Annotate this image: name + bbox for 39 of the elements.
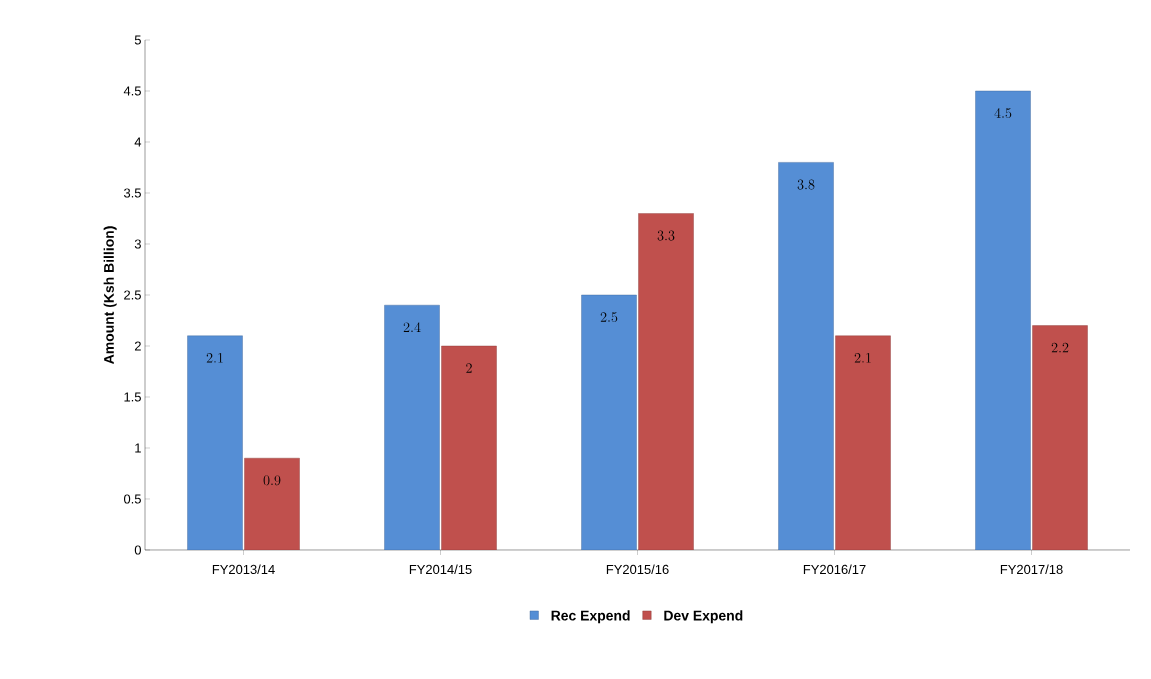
- y-tick-label: 2: [134, 341, 141, 351]
- bar: [975, 90, 1031, 550]
- x-tick-label: FY2017/18: [1000, 564, 1063, 575]
- y-tick-label: 1: [135, 443, 141, 453]
- bar: [244, 457, 300, 550]
- y-tick-label: 0: [134, 545, 141, 555]
- y-tick-label: 5: [134, 35, 141, 45]
- x-tick-label: FY2015/16: [606, 564, 669, 575]
- bar: [441, 345, 497, 550]
- x-tick-label: FY2016/17: [803, 564, 866, 575]
- legend-label: Rec Expend: [551, 610, 630, 624]
- y-tick-label: 4: [134, 137, 142, 147]
- y-tick-label: 1.5: [124, 392, 141, 402]
- data-label: 2: [466, 363, 472, 373]
- bar: [638, 213, 694, 550]
- data-label: 2. 1: [854, 353, 871, 363]
- y-tick-label: 3: [134, 239, 141, 249]
- data-label: 3.3: [657, 230, 675, 241]
- data-label: 0.9: [263, 475, 281, 486]
- y-tick-label: 0.5: [123, 494, 141, 504]
- bar: [1032, 325, 1088, 550]
- data-label: 2.2: [1051, 342, 1069, 353]
- bar: [187, 335, 243, 550]
- data-label: 4.5: [994, 108, 1012, 119]
- data-label: 2.5: [600, 312, 618, 323]
- y-tick-label: 3.5: [123, 188, 141, 198]
- y-axis-title: Amount (Ksh Billion): [103, 226, 117, 364]
- bar: [384, 304, 440, 550]
- y-tick-label: 4.5: [123, 86, 141, 96]
- legend-label: Dev Expend: [664, 610, 743, 624]
- y-tick-label: 2.5: [124, 290, 141, 300]
- x-tick-label: FY2013/14: [212, 564, 275, 575]
- x-tick-label: FY2014/15: [409, 564, 472, 575]
- bar: [581, 294, 637, 550]
- data-label: 3.8: [797, 179, 815, 190]
- data-label: 2. 1: [206, 353, 223, 363]
- data-label: 2.4: [403, 322, 421, 332]
- bar: [835, 335, 891, 550]
- bar: [778, 162, 834, 550]
